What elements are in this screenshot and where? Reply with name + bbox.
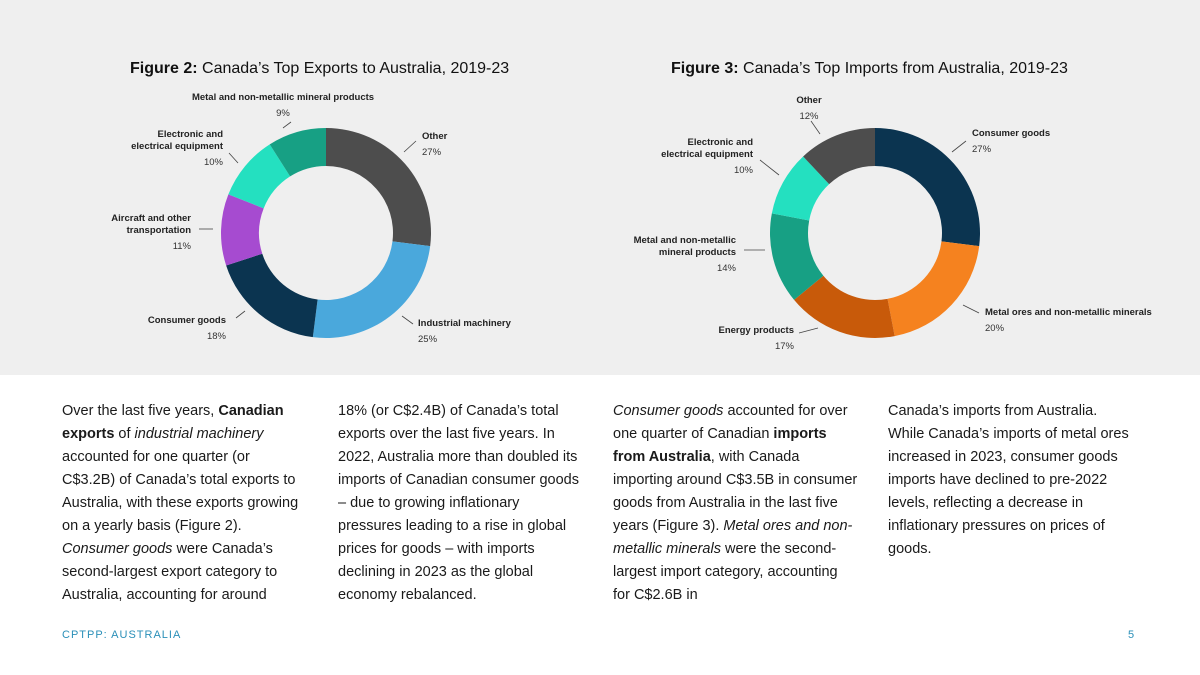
body-text-run: Canadian exports [62,403,284,442]
body-text-run: accounted for over one quarter of Canadi… [613,403,848,442]
body-text-run: , with Canada importing around C$3.5B in… [613,449,858,534]
body-text-run: of [114,426,135,442]
donut-slice [887,241,980,337]
slice-label: Metal ores and non-metallic minerals [985,307,1152,318]
body-text-run: imports from Australia [613,426,827,465]
slice-value-label: 18% [207,331,227,342]
body-text-run: Canada’s imports from Australia. While C… [888,403,1129,557]
slice-label: electrical equipment [131,141,224,152]
slice-label: Aircraft and other [111,213,191,224]
donut-slice [875,128,980,247]
slice-value-label: 17% [775,341,795,352]
leader-line [282,121,292,129]
slice-value-label: 25% [418,334,438,345]
slice-value-label: 27% [422,147,442,158]
slice-value-label: 20% [985,323,1005,334]
slice-label: Metal and non-metallic mineral products [192,92,374,103]
slice-value-label: 27% [972,144,992,155]
donut-slice [771,156,830,221]
slice-label: Other [796,95,822,106]
leader-line [235,310,246,319]
leader-line [962,304,980,314]
slice-value-label: 14% [717,263,737,274]
slice-label: Energy products [719,325,795,336]
donut-slice [312,241,431,338]
slice-label: Metal and non-metallic [634,235,736,246]
body-text-run: were the second-largest import category,… [613,541,838,603]
leader-line [403,140,417,153]
page-number: 5 [1128,629,1135,641]
body-text-column-1: Over the last five years, Canadian expor… [62,400,307,607]
body-text-run: Over the last five years, [62,403,219,419]
leader-line [951,140,967,153]
slice-label: Electronic and [158,129,224,140]
slice-value-label: 9% [276,108,290,119]
leader-line [759,159,780,176]
slice-label: Electronic and [688,137,754,148]
figure-2-title: Figure 2: Canada’s Top Exports to Austra… [130,60,510,77]
slice-label: Consumer goods [972,128,1050,139]
slice-label: Other [422,131,448,142]
leader-line [810,120,821,135]
footer-section-label: CPTPP: AUSTRALIA [62,629,182,641]
body-text-run: 18% (or C$2.4B) of Canada’s total export… [338,403,579,603]
slice-label: mineral products [659,247,736,258]
chart-background [0,0,1200,375]
donut-charts: Other 27% Industrial machinery 25% Consumer … [111,92,1152,352]
donut-slice [228,144,291,209]
slice-label: transportation [127,225,192,236]
donut-slice [770,213,824,300]
slice-value-label: 12% [799,111,819,122]
donut-slice [269,128,326,177]
figure-3-title: Figure 3: Canada’s Top Imports from Aust… [671,60,1068,77]
slice-label: Consumer goods [148,315,226,326]
body-text-column-2: 18% (or C$2.4B) of Canada’s total export… [338,400,583,607]
slice-value-label: 11% [173,241,192,252]
body-text-run: Metal ores and non-metallic minerals [613,518,853,557]
body-text-run: were Canada’s second-largest export cate… [62,541,278,603]
leader-line [401,315,414,325]
leader-line [228,152,239,164]
leader-line [798,327,819,334]
body-text-column-4: Canada’s imports from Australia. While C… [888,400,1133,561]
donut-slice [221,194,264,266]
body-text-column-3: Consumer goods accounted for over one qu… [613,400,858,607]
slice-value-label: 10% [204,157,224,168]
slice-label: Industrial machinery [418,318,512,329]
body-text-run: industrial machinery [134,426,264,442]
slice-value-label: 10% [734,165,754,176]
body-text-run: Consumer goods [613,403,724,419]
slice-label: electrical equipment [661,149,754,160]
donut-slice [803,128,875,185]
donut-slice [326,128,431,247]
donut-slice [794,275,895,339]
donut-slice [226,253,318,338]
body-text-run: Consumer goods [62,541,173,557]
body-text-run: accounted for one quarter (or C$3.2B) of… [62,449,299,534]
